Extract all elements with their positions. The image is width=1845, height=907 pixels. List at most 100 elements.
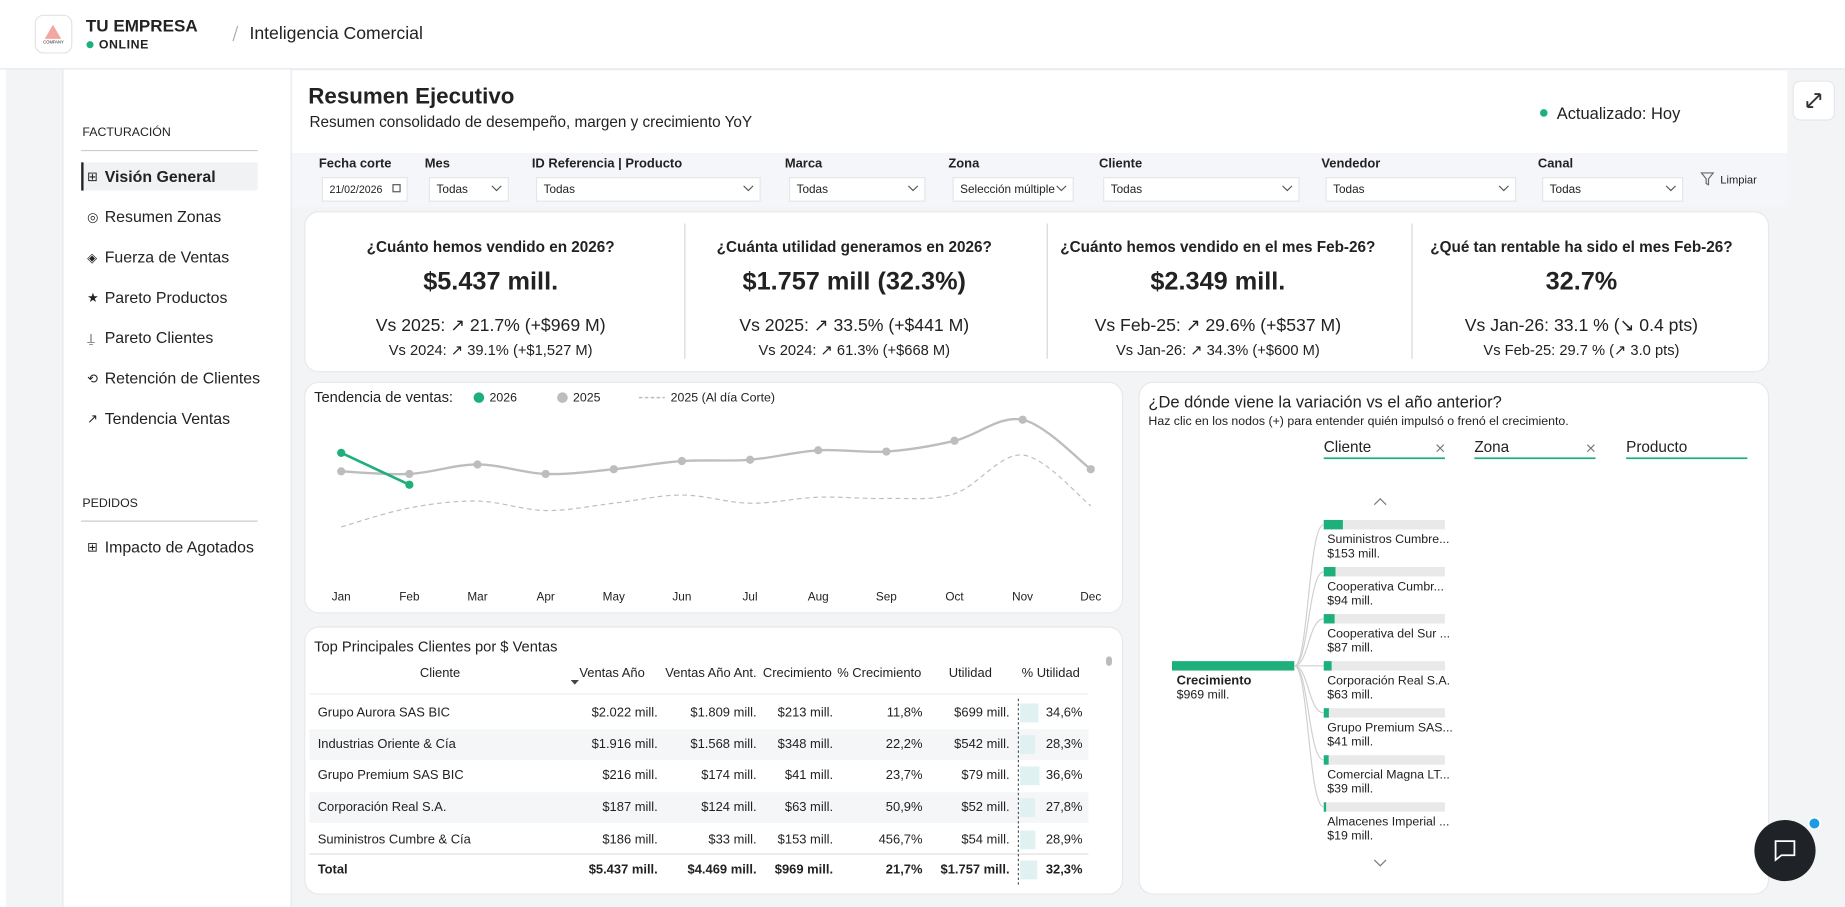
- breadcrumb: Inteligencia Comercial: [249, 23, 422, 43]
- node-name[interactable]: Almacenes Imperial ...: [1327, 815, 1449, 829]
- cell-value: 11,8%: [887, 704, 923, 719]
- node-name[interactable]: Corporación Real S.A.: [1327, 673, 1450, 687]
- nav-item[interactable]: Resumen Zonas: [105, 209, 222, 226]
- node-name[interactable]: Cooperativa Cumbr...: [1327, 579, 1444, 593]
- breadcrumb-slash: [232, 25, 239, 42]
- top-bar: [0, 0, 1845, 69]
- utility-bar: [1020, 703, 1039, 723]
- cell-value: $1.809 mill.: [690, 704, 756, 719]
- updated-text: Actualizado: Hoy: [1557, 105, 1681, 123]
- tree-connector: [1294, 571, 1324, 667]
- cell-value: $348 mill.: [778, 736, 833, 751]
- series-marker: [541, 469, 550, 479]
- kpi-value: 32.7%: [1546, 268, 1618, 296]
- cell-value: $2.022 mill.: [592, 704, 658, 719]
- scroll-up[interactable]: [1373, 497, 1387, 506]
- node-value: $63 mill.: [1327, 688, 1373, 702]
- x-tick-label: Sep: [876, 591, 897, 604]
- decomp-title: ¿De dónde viene la variación vs el año a…: [1148, 393, 1501, 411]
- column-header[interactable]: Ventas Año Ant.: [665, 665, 756, 680]
- table-title: Top Principales Clientes por $ Ventas: [314, 639, 557, 655]
- node-bar: [1323, 567, 1336, 577]
- level-close[interactable]: [1586, 444, 1595, 453]
- series-marker: [814, 446, 823, 455]
- node-name[interactable]: Suministros Cumbre...: [1327, 532, 1449, 546]
- nav-item[interactable]: Impacto de Agotados: [105, 539, 254, 556]
- level-label[interactable]: Cliente: [1324, 439, 1372, 456]
- sidebar: [62, 69, 291, 907]
- cell-value: 23,7%: [886, 767, 923, 782]
- kpi-comparison: Vs 2025: ↗ 21.7% (+$969 M): [376, 315, 606, 335]
- column-header[interactable]: % Utilidad: [1022, 665, 1080, 680]
- filter-label: ID Referencia | Producto: [532, 156, 682, 171]
- scroll-down[interactable]: [1373, 859, 1387, 867]
- utility-bar: [1020, 798, 1035, 818]
- nav-item[interactable]: Retención de Clientes: [105, 371, 260, 388]
- nav-item[interactable]: Fuerza de Ventas: [105, 250, 230, 267]
- x-tick-label: Aug: [808, 591, 829, 604]
- cell-value: $63 mill.: [785, 799, 833, 814]
- legend-label: 2026: [489, 390, 517, 404]
- left-strip: [0, 69, 6, 907]
- node-bar: [1323, 519, 1343, 530]
- column-header[interactable]: Utilidad: [949, 665, 992, 680]
- cell-value: $52 mill.: [961, 799, 1009, 814]
- column-header[interactable]: % Crecimiento: [837, 665, 921, 680]
- nav-item[interactable]: Tendencia Ventas: [105, 411, 230, 428]
- level-label[interactable]: Zona: [1474, 439, 1509, 456]
- nav-icon: ⊞: [87, 540, 98, 555]
- tree-connector: [1294, 665, 1325, 808]
- cell-value: $969 mill.: [775, 861, 833, 876]
- x-tick-label: Jan: [332, 591, 351, 604]
- level-close[interactable]: [1436, 444, 1445, 453]
- filter-box: [1103, 177, 1300, 202]
- chat-button[interactable]: [1754, 819, 1816, 882]
- clear-icon[interactable]: [1700, 172, 1715, 186]
- kpi-card: [304, 211, 1770, 373]
- cell-value: $124 mill.: [701, 799, 756, 814]
- series-marker: [337, 467, 346, 476]
- cell-value: 34,6%: [1046, 704, 1083, 719]
- series-line: [341, 417, 1092, 476]
- kpi-question: ¿Qué tan rentable ha sido el mes Feb-26?: [1430, 239, 1732, 256]
- node-name[interactable]: Comercial Magna LT...: [1327, 768, 1450, 782]
- nav-item[interactable]: Pareto Productos: [105, 290, 228, 307]
- cell-value: $542 mill.: [954, 736, 1009, 751]
- series-line: [340, 451, 410, 486]
- cell-value: 50,9%: [886, 799, 923, 814]
- root-name[interactable]: Crecimiento: [1177, 673, 1252, 688]
- nav-icon: ◎: [87, 209, 98, 224]
- chat-badge: [1807, 816, 1822, 831]
- column-header[interactable]: Ventas Año: [579, 665, 644, 680]
- page-title: Resumen Ejecutivo: [308, 84, 514, 109]
- utility-bar: [1020, 830, 1036, 850]
- x-tick-label: Feb: [399, 591, 420, 604]
- row-stripe: [309, 792, 1089, 823]
- node-track: [1323, 708, 1445, 718]
- series-marker: [405, 469, 414, 479]
- column-header[interactable]: Crecimiento: [763, 665, 832, 680]
- cell-value: $213 mill.: [778, 704, 833, 719]
- node-bar: [1323, 755, 1329, 765]
- node-name[interactable]: Cooperativa del Sur ...: [1327, 626, 1450, 640]
- nav-item[interactable]: Pareto Clientes: [105, 330, 214, 347]
- kpi-question: ¿Cuánta utilidad generamos en 2026?: [717, 239, 992, 256]
- utility-bar: [1020, 766, 1040, 786]
- clear-filters[interactable]: Limpiar: [1720, 175, 1757, 187]
- filter-chevron: [1665, 185, 1676, 192]
- nav-active-marker: [81, 162, 84, 191]
- filter-value: 21/02/2026: [329, 184, 382, 196]
- legend-swatch: [473, 392, 485, 403]
- nav-item[interactable]: Visión General: [105, 169, 216, 186]
- node-bar: [1323, 708, 1329, 718]
- cell-value: $5.437 mill.: [589, 861, 658, 876]
- filter-label: Cliente: [1099, 156, 1142, 171]
- filter-value: Todas: [1550, 183, 1581, 196]
- node-name[interactable]: Grupo Premium SAS...: [1327, 720, 1453, 734]
- cell-client: Corporación Real S.A.: [318, 799, 447, 814]
- level-label[interactable]: Producto: [1626, 439, 1687, 456]
- column-header[interactable]: Cliente: [420, 665, 460, 680]
- row-stripe: [309, 729, 1089, 760]
- kpi-question: ¿Cuánto hemos vendido en el mes Feb-26?: [1060, 239, 1375, 256]
- series-marker: [473, 460, 482, 469]
